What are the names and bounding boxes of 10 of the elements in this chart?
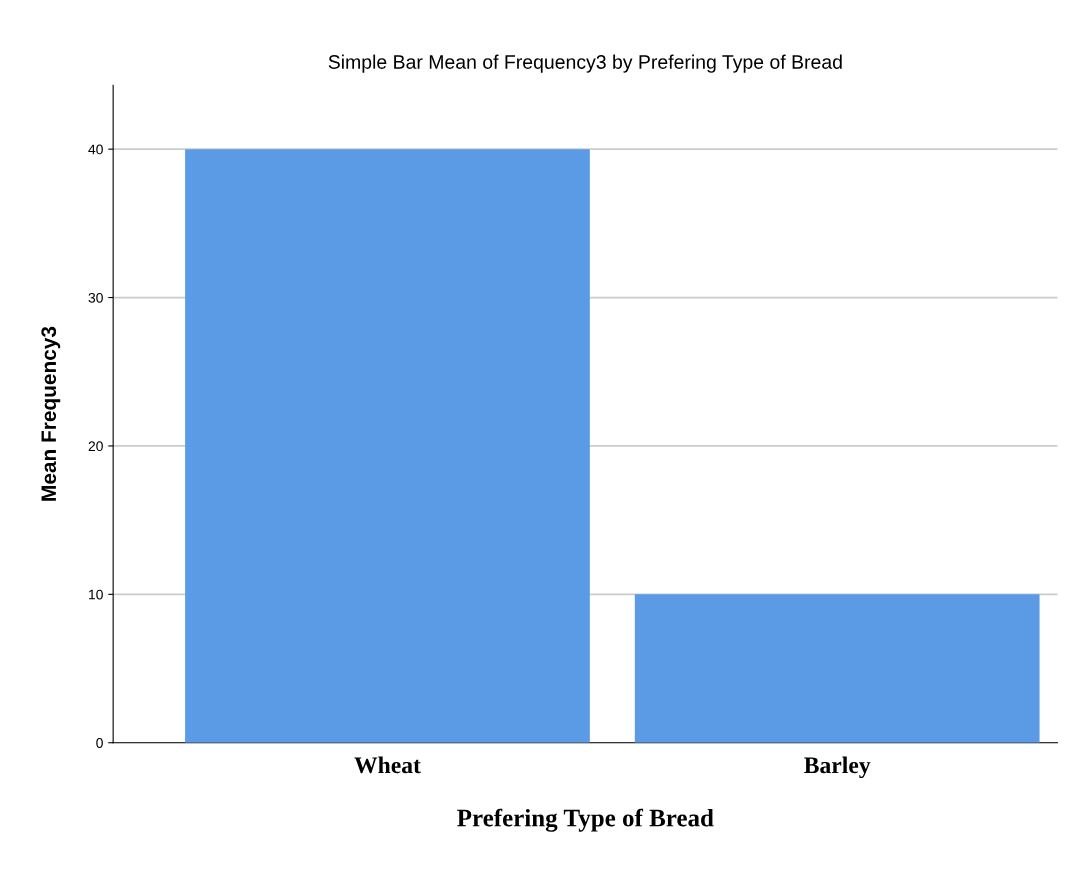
x-tick-label: Wheat [354,756,421,774]
y-tick-label: 40 [88,144,103,155]
y-tick-label: 30 [88,292,103,303]
y-tick-label: 0 [96,738,103,748]
chart-title: Simple Bar Mean of Frequency3 by Prefering Type of Bread [328,54,842,73]
x-axis-title: Prefering Type of Bread [457,808,714,832]
y-tick-label: 10 [89,589,103,600]
y-axis-title: Mean Frequency3 [41,326,61,501]
x-tick-label: Barley [804,756,871,779]
y-tick-label: 20 [88,441,103,452]
